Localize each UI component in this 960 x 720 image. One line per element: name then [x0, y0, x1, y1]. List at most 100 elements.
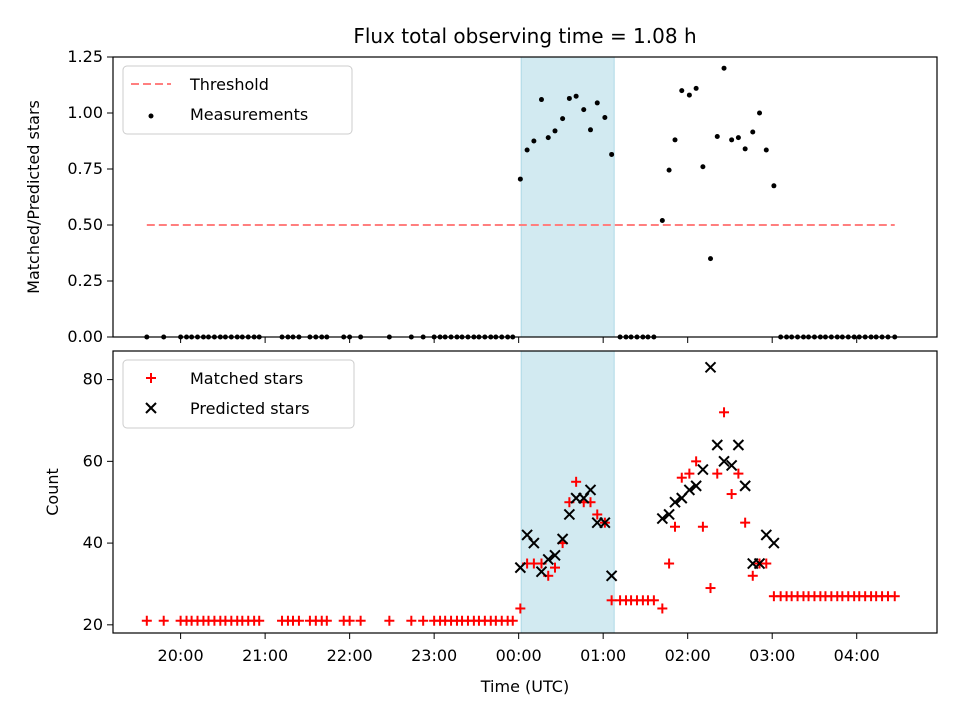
predicted-star-mark-b [683, 484, 696, 496]
measurement-point [679, 88, 685, 94]
predicted-star-point [514, 561, 527, 574]
predicted-star-point [542, 553, 554, 566]
x-tick-label: 20:00 [158, 646, 204, 665]
predicted-star-mark-b [514, 561, 527, 574]
measurement-point [552, 128, 558, 134]
predicted-star-point [656, 512, 669, 525]
predicted-star-mark-b [549, 549, 561, 562]
count-y-axis-label: Count [43, 468, 62, 516]
matched-star-point [664, 558, 675, 569]
predicted-star-mark-b [663, 508, 675, 521]
matched-star-point [550, 562, 561, 573]
legend-box [122, 65, 353, 135]
matched-star-point [418, 615, 429, 626]
predicted-star-point [704, 361, 717, 374]
measurement-point [686, 92, 692, 98]
matched-star-point [697, 521, 708, 532]
y-tick-label: 1.00 [67, 103, 103, 122]
measurement-point [524, 147, 530, 153]
predicted-star-point [768, 537, 780, 549]
predicted-star-point [753, 557, 766, 570]
predicted-star-mark-b [563, 508, 576, 521]
legend-label: Threshold [189, 75, 269, 94]
matched-star-point [293, 615, 304, 626]
measurement-point [573, 93, 579, 99]
legend-measurement-swatch [148, 113, 154, 119]
ratio-legend: Threshold Measurements [122, 65, 353, 135]
count-y-axis: 20 40 60 80 [83, 370, 113, 634]
predicted-star-mark-b [768, 537, 780, 549]
measurement-point [672, 137, 678, 143]
matched-star-point [719, 407, 730, 418]
matched-star-point [384, 615, 395, 626]
predicted-star-mark-b [704, 361, 717, 374]
predicted-star-point [697, 463, 709, 476]
plot-frame [112, 350, 938, 634]
matched-star-point [344, 615, 355, 626]
y-tick-label: 0.25 [67, 271, 103, 290]
predicted-star-mark-b [711, 439, 723, 451]
x-tick-label: 01:00 [580, 646, 626, 665]
legend-matched-swatch [146, 373, 156, 383]
y-tick-label: 0.75 [67, 159, 103, 178]
predicted-star-mark-b [599, 516, 611, 529]
y-tick-label: 20 [83, 615, 103, 634]
legend-label: Matched stars [190, 369, 303, 388]
measurement-point [566, 95, 572, 101]
predicted-star-point [605, 570, 618, 582]
predicted-star-mark-b [535, 565, 548, 578]
matched-star-point [889, 591, 900, 602]
ratio-x-ticks [180, 337, 858, 343]
measurement-point [700, 164, 706, 170]
predicted-star-mark-b [725, 459, 738, 472]
measurement-point [666, 167, 672, 173]
predicted-star-mark-b [605, 570, 618, 582]
predicted-star-mark-b [732, 439, 745, 451]
y-tick-label: 60 [83, 451, 103, 470]
matched-star-point [571, 476, 582, 487]
predicted-star-point [528, 537, 540, 549]
chart-title: Flux total observing time = 1.08 h [353, 24, 696, 48]
legend-predicted-swatch-b [145, 402, 157, 414]
x-axis-label: Time (UTC) [480, 677, 569, 696]
time-x-axis: 20:00 21:00 22:00 23:00 00:00 01:00 02:00 03:00… [158, 633, 880, 665]
matched-star-point [712, 468, 723, 479]
predicted-star-point [556, 533, 569, 545]
matched-star-point [740, 517, 751, 528]
measurement-point [594, 100, 600, 106]
predicted-star-mark-b [760, 529, 772, 541]
predicted-star-mark-b [542, 553, 554, 566]
measurement-point [531, 138, 537, 144]
predicted-star-mark-b [656, 512, 669, 525]
predicted-star-point [732, 439, 745, 451]
matched-star-point [676, 472, 687, 483]
predicted-star-mark-b [669, 496, 681, 508]
measurement-point [757, 110, 763, 116]
measurement-point [742, 146, 748, 152]
matched-star-point [507, 615, 518, 626]
measurement-point [763, 147, 769, 153]
ratio-y-axis-label: Matched/Predicted stars [24, 100, 43, 294]
measurement-point [693, 85, 699, 91]
matched-star-point [606, 595, 617, 606]
measurement-point [721, 65, 727, 71]
legend-box [122, 359, 355, 429]
predicted-star-point [725, 459, 738, 472]
y-tick-label: 80 [83, 370, 103, 389]
observing-window [520, 350, 615, 634]
matched-star-point [515, 603, 526, 614]
predicted-star-mark-b [753, 557, 766, 570]
measurement-point [545, 135, 551, 141]
count-legend: Matched stars Predicted stars [122, 359, 355, 429]
matched-star-point [141, 615, 152, 626]
matched-star-point [254, 615, 265, 626]
y-tick-label: 0.50 [67, 215, 103, 234]
measurement-point [729, 137, 735, 143]
legend-label: Measurements [190, 105, 308, 124]
measurement-point [735, 135, 741, 141]
legend-label: Predicted stars [190, 399, 310, 418]
predicted-star-point [739, 480, 751, 492]
x-tick-label: 23:00 [411, 646, 457, 665]
count-panel: 20 40 60 80 20:00 21:00 22:00 23:00 00:00 01:00 0… [43, 350, 938, 696]
count-plot-area [112, 350, 938, 634]
